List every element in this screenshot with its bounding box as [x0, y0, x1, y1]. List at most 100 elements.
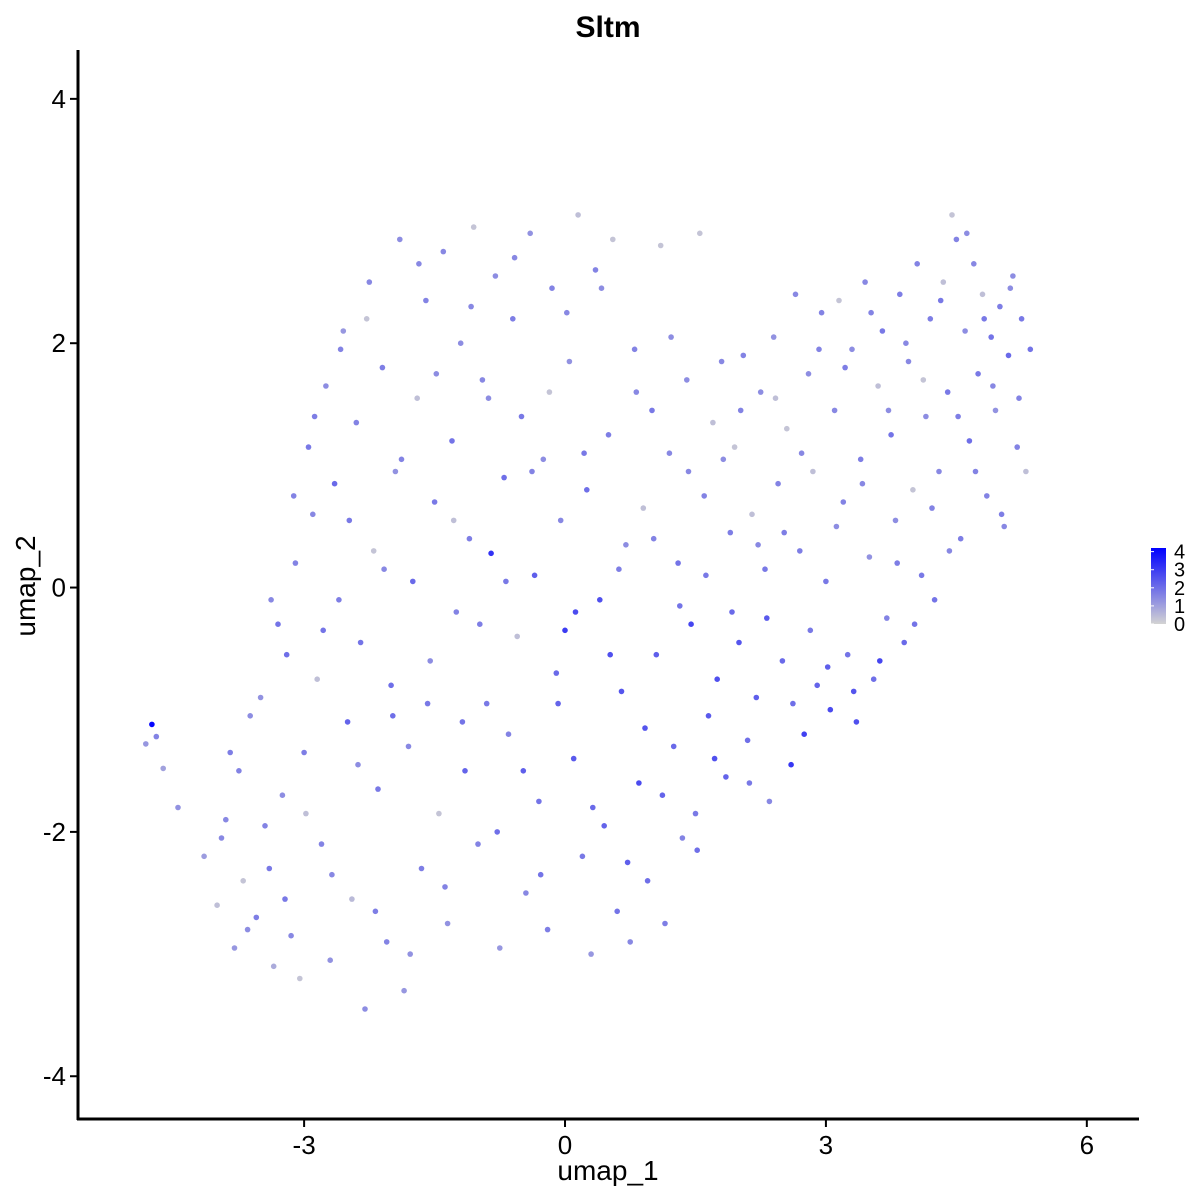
data-point [375, 786, 381, 792]
data-point [266, 865, 273, 872]
data-point [784, 425, 790, 432]
data-point [844, 651, 851, 658]
data-point [353, 419, 360, 426]
data-point [337, 346, 344, 353]
data-point [244, 926, 251, 933]
data-point [1016, 395, 1022, 402]
data-point [381, 566, 387, 572]
data-point [642, 725, 648, 731]
data-point [457, 340, 464, 347]
data-point [740, 352, 747, 359]
data-point [572, 609, 579, 615]
data-point [477, 621, 483, 627]
data-point [805, 371, 812, 377]
data-point [653, 651, 660, 658]
data-point [1001, 523, 1007, 530]
data-point [850, 688, 857, 695]
colorbar [1151, 548, 1166, 624]
data-point [433, 371, 440, 377]
data-point [753, 694, 760, 701]
data-point [346, 517, 353, 524]
data-point [729, 609, 735, 615]
data-point [544, 926, 551, 933]
data-point [971, 261, 977, 267]
data-point [988, 334, 994, 340]
data-point [746, 780, 753, 786]
data-point [397, 236, 403, 243]
data-point [279, 792, 286, 798]
y-tick-label: 0 [52, 573, 66, 603]
data-point [268, 597, 274, 603]
data-point [762, 566, 768, 572]
legend-tick-label: 2 [1174, 578, 1185, 600]
data-point [1027, 346, 1034, 353]
data-point [790, 700, 796, 707]
data-point [314, 676, 321, 682]
data-point [292, 560, 299, 566]
y-axis-label: umap_2 [10, 535, 41, 636]
x-tick-label: -3 [293, 1130, 316, 1160]
legend-tick-label: 3 [1174, 560, 1185, 582]
data-point [1010, 273, 1016, 279]
data-point [1007, 285, 1014, 292]
data-point [449, 438, 455, 444]
y-tick-label: -4 [43, 1061, 66, 1091]
data-point [305, 444, 312, 450]
data-point [436, 810, 442, 817]
data-point [979, 291, 986, 298]
data-point [631, 346, 638, 353]
data-point [297, 975, 303, 982]
data-point [649, 407, 655, 414]
data-point [336, 597, 342, 603]
data-point [240, 878, 246, 884]
data-point [903, 340, 909, 347]
data-point [581, 450, 587, 457]
data-point [311, 413, 318, 420]
data-point [936, 468, 942, 475]
data-point [727, 529, 734, 536]
data-point [927, 316, 934, 322]
data-point [370, 548, 377, 554]
data-point [546, 389, 553, 395]
data-point [714, 676, 720, 682]
data-point [624, 859, 631, 866]
data-point [946, 548, 953, 554]
data-point [468, 303, 474, 310]
legend-tick-label: 0 [1174, 614, 1185, 636]
data-point [1005, 352, 1012, 359]
data-point [450, 517, 457, 524]
data-point [598, 285, 605, 292]
data-point [824, 664, 831, 670]
data-point [949, 212, 955, 218]
data-point [633, 389, 640, 395]
data-point [372, 908, 379, 915]
data-point [770, 334, 777, 340]
data-point [670, 743, 677, 750]
data-point [566, 358, 573, 365]
data-point [282, 896, 288, 902]
data-point [431, 499, 438, 505]
data-point [590, 804, 596, 811]
data-point [214, 902, 220, 908]
data-point [290, 493, 297, 499]
data-point [483, 700, 490, 707]
data-point [675, 560, 681, 566]
data-point [659, 792, 666, 798]
data-point [931, 597, 938, 603]
data-point [505, 731, 512, 737]
data-point [416, 261, 422, 267]
data-point [877, 658, 883, 664]
data-point [423, 297, 429, 304]
data-point [831, 407, 838, 414]
data-point [720, 456, 727, 463]
data-point [231, 945, 238, 951]
data-point [764, 615, 770, 621]
data-point [755, 542, 761, 548]
data-point [283, 651, 290, 658]
data-point [153, 733, 160, 740]
data-point [668, 334, 674, 340]
data-point [737, 407, 744, 414]
data-point [553, 670, 560, 676]
data-point [884, 615, 890, 621]
data-point [366, 279, 373, 285]
